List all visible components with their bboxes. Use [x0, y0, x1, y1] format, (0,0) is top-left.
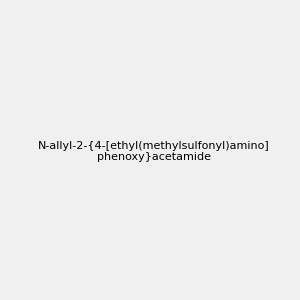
- Text: N-allyl-2-{4-[ethyl(methylsulfonyl)amino]
phenoxy}acetamide: N-allyl-2-{4-[ethyl(methylsulfonyl)amino…: [38, 141, 270, 162]
